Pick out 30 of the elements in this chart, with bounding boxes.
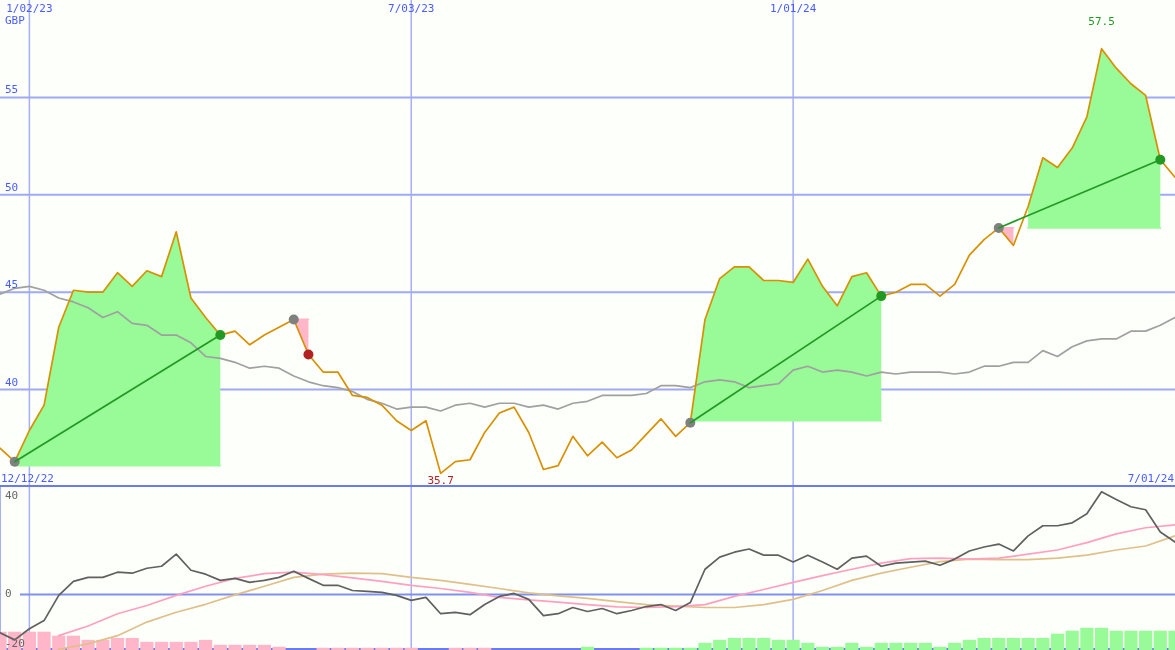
bar <box>345 647 360 650</box>
y-tick-label: 0 <box>5 587 12 601</box>
y-tick-label: 50 <box>5 180 19 194</box>
x-tick-label: 1/02/23 <box>6 2 53 15</box>
annotation: 57.5 <box>1088 14 1115 28</box>
bar <box>859 646 874 650</box>
y-tick-label: 45 <box>5 278 19 292</box>
bar <box>404 647 418 650</box>
bar <box>580 646 595 650</box>
bar <box>110 637 125 650</box>
y-tick-label: 40 <box>5 375 19 389</box>
annotation: 12/12/22 <box>1 472 54 485</box>
line-series <box>0 490 1175 641</box>
bar <box>1094 627 1109 650</box>
y-tick-label: 55 <box>5 83 19 97</box>
y-tick-label: -20 <box>5 636 25 650</box>
annotation: 7/01/24 <box>1127 472 1175 485</box>
bar <box>1050 633 1065 650</box>
bar <box>771 639 786 650</box>
line-series <box>57 535 1175 650</box>
bar <box>815 646 830 650</box>
bar <box>1006 637 1021 650</box>
annotation: 35.7 <box>427 474 454 488</box>
x-tick-label: 7/03/23 <box>388 2 435 15</box>
bar <box>389 647 404 650</box>
y-axis-title: GBP <box>5 14 26 27</box>
line-series <box>57 523 1175 637</box>
bar <box>154 641 169 650</box>
x-tick-label: 1/01/24 <box>769 2 817 15</box>
y-tick-label: 40 <box>5 488 19 502</box>
